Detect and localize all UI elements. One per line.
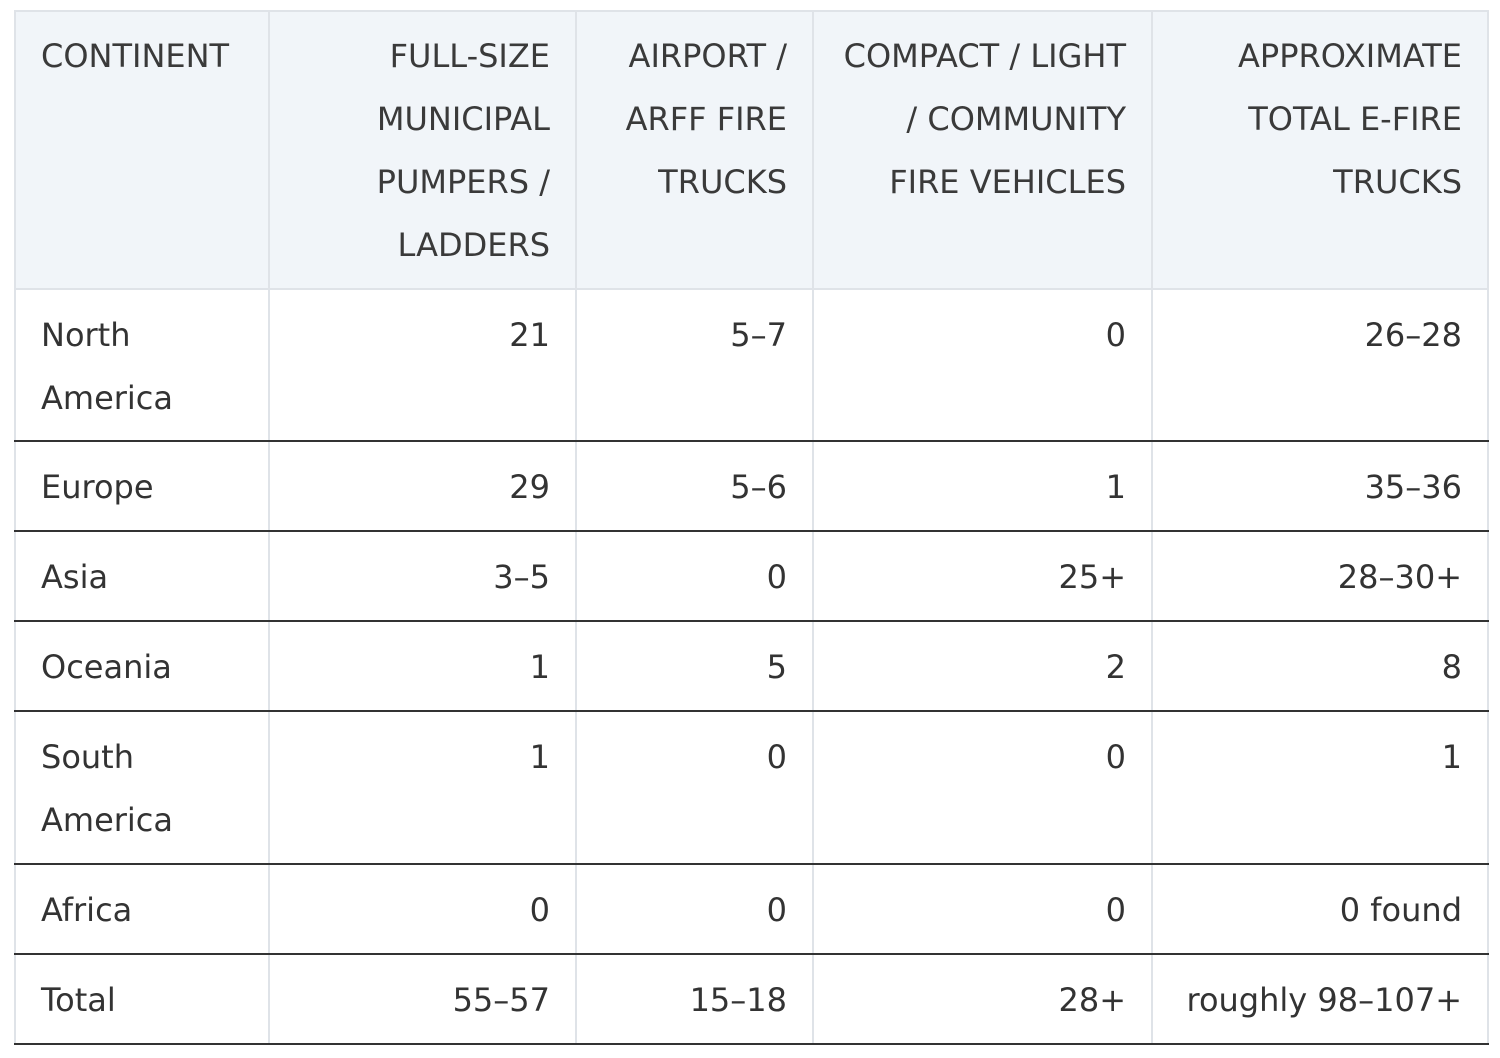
data-table: CONTINENT FULL-SIZE MUNICIPAL PUMPERS / L… bbox=[14, 10, 1489, 1045]
table-cell: 25+ bbox=[812, 531, 1153, 622]
table-cell: 1 bbox=[268, 621, 577, 712]
table-cell: 0 bbox=[812, 711, 1153, 865]
header-cell: APPROXIMATE TOTAL E-FIRE TRUCKS bbox=[1151, 10, 1489, 290]
header-cell: CONTINENT bbox=[14, 10, 270, 290]
table-cell: 0 bbox=[812, 289, 1153, 442]
header-cell: COMPACT / LIGHT / COMMUNITY FIRE VEHICLE… bbox=[812, 10, 1153, 290]
table-cell: 0 bbox=[575, 531, 814, 622]
table-cell: 21 bbox=[268, 289, 577, 442]
table-cell: 0 found bbox=[1151, 864, 1489, 955]
table-cell: 5 bbox=[575, 621, 814, 712]
table-cell: 35–36 bbox=[1151, 441, 1489, 532]
header-row: CONTINENT FULL-SIZE MUNICIPAL PUMPERS / L… bbox=[14, 10, 1489, 290]
table-cell: 29 bbox=[268, 441, 577, 532]
header-cell: FULL-SIZE MUNICIPAL PUMPERS / LADDERS bbox=[268, 10, 577, 290]
row-label: Africa bbox=[14, 864, 270, 955]
row-label: Europe bbox=[14, 441, 270, 532]
table-cell: 8 bbox=[1151, 621, 1489, 712]
table-cell: 55–57 bbox=[268, 954, 577, 1045]
header-cell: AIRPORT / ARFF FIRE TRUCKS bbox=[575, 10, 814, 290]
table-row: North America 21 5–7 0 26–28 bbox=[14, 289, 1489, 442]
table-row: Oceania 1 5 2 8 bbox=[14, 621, 1489, 712]
table-body: North America 21 5–7 0 26–28 Europe 29 5–6 1 35–3… bbox=[14, 289, 1489, 1045]
table-cell: 0 bbox=[575, 864, 814, 955]
row-label: Asia bbox=[14, 531, 270, 622]
table-row: Asia 3–5 0 25+ 28–30+ bbox=[14, 531, 1489, 622]
table-cell: 15–18 bbox=[575, 954, 814, 1045]
row-label: North America bbox=[14, 289, 270, 442]
table-cell: 0 bbox=[268, 864, 577, 955]
table-row: Africa 0 0 0 0 found bbox=[14, 864, 1489, 955]
row-label: Total bbox=[14, 954, 270, 1045]
table-cell: 0 bbox=[812, 864, 1153, 955]
table-row: Europe 29 5–6 1 35–36 bbox=[14, 441, 1489, 532]
table-cell: 26–28 bbox=[1151, 289, 1489, 442]
table-cell: 5–7 bbox=[575, 289, 814, 442]
table-cell: 28+ bbox=[812, 954, 1153, 1045]
table-cell: 28–30+ bbox=[1151, 531, 1489, 622]
table-cell: 1 bbox=[812, 441, 1153, 532]
table-cell: 1 bbox=[1151, 711, 1489, 865]
table-cell: 5–6 bbox=[575, 441, 814, 532]
row-label: South America bbox=[14, 711, 270, 865]
table-cell: 0 bbox=[575, 711, 814, 865]
table-row: South America 1 0 0 1 bbox=[14, 711, 1489, 865]
table-cell: roughly 98–107+ bbox=[1151, 954, 1489, 1045]
table-cell: 2 bbox=[812, 621, 1153, 712]
table-cell: 1 bbox=[268, 711, 577, 865]
table-cell: 3–5 bbox=[268, 531, 577, 622]
table-container: CONTINENT FULL-SIZE MUNICIPAL PUMPERS / L… bbox=[14, 10, 1489, 1045]
row-label: Oceania bbox=[14, 621, 270, 712]
table-row: Total 55–57 15–18 28+ roughly 98–107+ bbox=[14, 954, 1489, 1045]
